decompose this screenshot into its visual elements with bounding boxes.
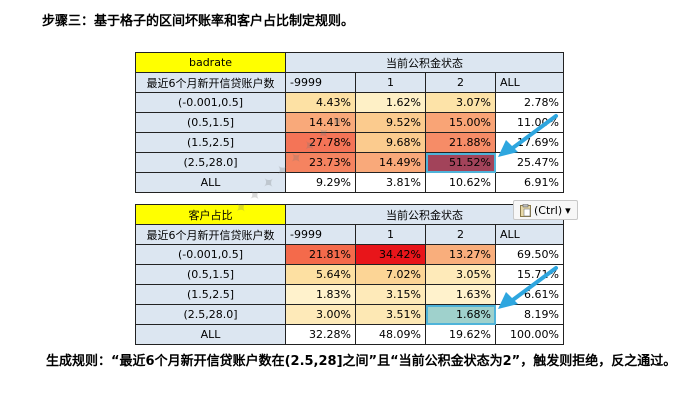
column-header: -9999	[285, 72, 356, 93]
data-cell: 3.81%	[355, 172, 426, 193]
data-cell: 15.00%	[425, 112, 496, 133]
data-cell: 48.09%	[355, 324, 426, 345]
paste-options-label: (Ctrl)	[534, 203, 563, 217]
badrate-table: badrate 当前公积金状态 最近6个月新开信贷账户数 -9999 1 2 A…	[135, 52, 564, 193]
row-label: (2.5,28.0]	[135, 152, 286, 173]
data-cell: 1.68%	[425, 304, 496, 325]
row-label: ALL	[135, 172, 286, 193]
data-cell: 100.00%	[495, 324, 564, 345]
data-cell: 3.07%	[425, 92, 496, 113]
data-cell: 23.73%	[285, 152, 356, 173]
data-cell: 3.05%	[425, 264, 496, 285]
rule-description: 生成规则：“最近6个月新开信贷账户数在(2.5,28]之间”且“当前公积金状态为…	[46, 354, 677, 369]
data-cell: 14.41%	[285, 112, 356, 133]
data-cell: 2.78%	[495, 92, 564, 113]
row-label: (2.5,28.0]	[135, 304, 286, 325]
data-cell: 9.68%	[355, 132, 426, 153]
column-header: ALL	[495, 224, 564, 245]
data-cell: 3.51%	[355, 304, 426, 325]
data-cell: 32.28%	[285, 324, 356, 345]
customer-share-table: 客户占比 当前公积金状态 最近6个月新开信贷账户数 -9999 1 2 ALL …	[135, 204, 564, 345]
group-header: 当前公积金状态	[285, 204, 564, 225]
data-cell: 8.19%	[495, 304, 564, 325]
table-row: ALL 32.28% 48.09% 19.62% 100.00%	[135, 324, 564, 345]
table-row: (2.5,28.0] 23.73% 14.49% 51.52% 25.47%	[135, 152, 564, 173]
data-cell: 5.64%	[285, 264, 356, 285]
row-label: (0.5,1.5]	[135, 264, 286, 285]
chevron-down-icon: ▾	[565, 203, 571, 217]
table-row: (2.5,28.0] 3.00% 3.51% 1.68% 8.19%	[135, 304, 564, 325]
column-header: 2	[425, 224, 496, 245]
table-title: badrate	[135, 52, 286, 73]
table-row: ALL 9.29% 3.81% 10.62% 6.91%	[135, 172, 564, 193]
column-header: 2	[425, 72, 496, 93]
row-label: ALL	[135, 324, 286, 345]
section-heading: 步骤三：基于格子的区间坏账率和客户占比制定规则。	[42, 14, 355, 29]
table-row: (-0.001,0.5] 21.81% 34.42% 13.27% 69.50%	[135, 244, 564, 265]
data-cell: 14.49%	[355, 152, 426, 173]
data-cell: 10.62%	[425, 172, 496, 193]
column-header: ALL	[495, 72, 564, 93]
data-cell: 6.91%	[495, 172, 564, 193]
data-cell: 3.15%	[355, 284, 426, 305]
column-header: 1	[355, 72, 426, 93]
group-header: 当前公积金状态	[285, 52, 564, 73]
highlight-arrow-icon	[498, 114, 558, 157]
table-row: (0.5,1.5] 5.64% 7.02% 3.05% 15.71%	[135, 264, 564, 285]
data-cell: 7.02%	[355, 264, 426, 285]
row-label: (1.5,2.5]	[135, 132, 286, 153]
data-cell: 1.83%	[285, 284, 356, 305]
data-cell: 9.29%	[285, 172, 356, 193]
row-dimension-header: 最近6个月新开信贷账户数	[135, 224, 286, 245]
column-header: 1	[355, 224, 426, 245]
data-cell: 34.42%	[355, 244, 426, 265]
row-label: (-0.001,0.5]	[135, 92, 286, 113]
table-title: 客户占比	[135, 204, 286, 225]
data-cell: 19.62%	[425, 324, 496, 345]
data-cell: 9.52%	[355, 112, 426, 133]
data-cell: 1.62%	[355, 92, 426, 113]
data-cell: 4.43%	[285, 92, 356, 113]
data-cell: 21.81%	[285, 244, 356, 265]
column-header: -9999	[285, 224, 356, 245]
clipboard-icon	[520, 203, 531, 217]
data-cell: 27.78%	[285, 132, 356, 153]
data-cell: 3.00%	[285, 304, 356, 325]
data-cell: 13.27%	[425, 244, 496, 265]
row-dimension-header: 最近6个月新开信贷账户数	[135, 72, 286, 93]
paste-options-button[interactable]: (Ctrl) ▾	[513, 200, 578, 220]
row-label: (1.5,2.5]	[135, 284, 286, 305]
highlight-arrow-icon	[498, 266, 558, 309]
row-label: (-0.001,0.5]	[135, 244, 286, 265]
data-cell: 21.88%	[425, 132, 496, 153]
table-row: (1.5,2.5] 1.83% 3.15% 1.63% 6.61%	[135, 284, 564, 305]
data-cell: 69.50%	[495, 244, 564, 265]
row-label: (0.5,1.5]	[135, 112, 286, 133]
data-cell: 1.63%	[425, 284, 496, 305]
data-cell: 51.52%	[425, 152, 496, 173]
